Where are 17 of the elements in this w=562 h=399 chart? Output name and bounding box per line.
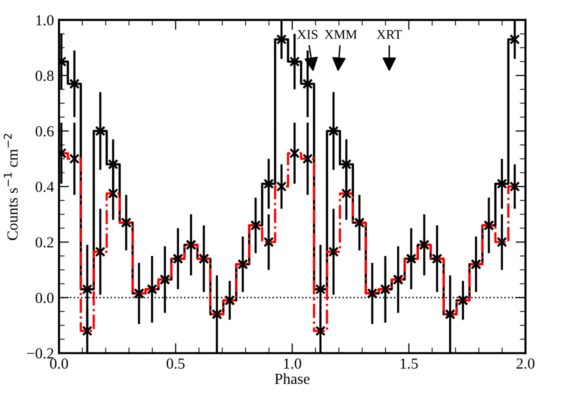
x-tick-label: 1.0 [284, 358, 302, 369]
annotation: XIS [297, 30, 318, 39]
y-tick-label: −0.2 [27, 348, 54, 359]
x-tick-label: 0.5 [166, 358, 185, 369]
y-tick-label: 0.6 [36, 126, 54, 137]
y-tick-label: 0.8 [36, 70, 54, 81]
y-axis-title: Counts s$^{−1}$ cm$^{−2}$ [4, 134, 18, 240]
annotation: XMM [324, 30, 357, 39]
x-tick-label: 2.0 [516, 358, 534, 369]
annotation: XRT [376, 30, 402, 39]
x-tick-label: 0.0 [50, 358, 68, 369]
x-axis-title: Phase [274, 373, 310, 384]
x-tick-label: 1.5 [400, 358, 418, 369]
y-tick-label: 1.0 [36, 15, 54, 26]
y-tick-label: 0.2 [36, 237, 54, 248]
y-tick-label: 0.4 [36, 182, 54, 192]
y-tick-label: 0.0 [36, 292, 54, 304]
